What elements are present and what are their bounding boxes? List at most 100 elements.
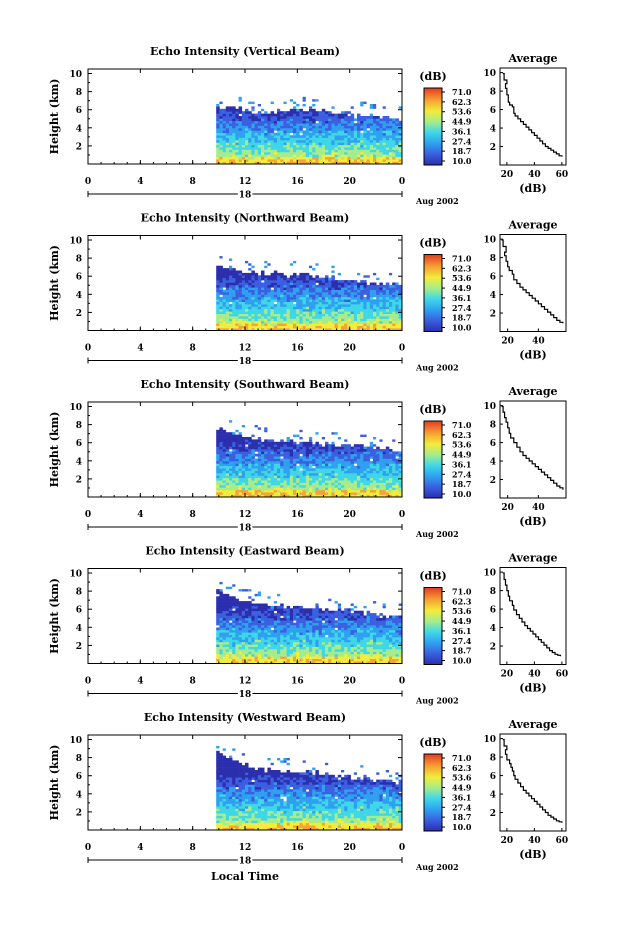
echo-cell xyxy=(334,147,339,150)
echo-cell xyxy=(382,154,387,158)
echo-cell xyxy=(331,477,335,481)
echo-cell xyxy=(315,456,319,459)
echo-cell xyxy=(347,132,351,136)
echo-cell xyxy=(229,156,233,160)
echo-cell xyxy=(241,649,246,652)
echo-cell xyxy=(264,608,268,611)
echo-cell xyxy=(257,313,262,317)
echo-cell xyxy=(321,451,326,455)
echo-cell xyxy=(280,477,284,481)
echo-cell xyxy=(270,617,275,621)
echo-cell xyxy=(312,444,316,447)
echo-cell xyxy=(360,156,364,160)
echo-cell xyxy=(264,265,268,269)
echo-cell xyxy=(382,458,387,462)
echo-cell xyxy=(325,465,329,469)
echo-cell xyxy=(273,294,278,298)
echo-cell xyxy=(261,156,265,160)
echo-cell xyxy=(235,135,239,138)
echo-cell xyxy=(382,106,386,109)
echo-cell xyxy=(293,637,297,640)
echo-cell xyxy=(392,299,396,302)
echo-cell xyxy=(331,156,335,160)
echo-cell xyxy=(225,596,230,599)
echo-cell xyxy=(293,156,297,160)
echo-cell xyxy=(341,449,345,452)
echo-cell xyxy=(366,468,371,471)
echo-cell xyxy=(302,485,307,488)
echo-cell xyxy=(251,147,255,150)
echo-cell xyxy=(334,299,339,302)
echo-cell xyxy=(299,277,303,281)
echo-cell xyxy=(389,463,393,467)
echo-cell xyxy=(325,494,329,498)
echo-cell xyxy=(241,320,246,324)
echo-cell xyxy=(382,284,387,288)
echo-cell xyxy=(373,140,377,143)
echo-cell xyxy=(373,487,377,491)
echo-cell xyxy=(232,658,236,662)
echo-cell xyxy=(305,458,310,462)
avg-y-tick-label: 6 xyxy=(490,273,496,283)
echo-cell xyxy=(341,159,345,162)
echo-cell xyxy=(235,629,239,633)
echo-cell xyxy=(331,311,335,314)
echo-cell xyxy=(325,313,329,317)
echo-cell xyxy=(305,313,310,317)
echo-cell xyxy=(264,656,268,659)
echo-cell xyxy=(273,113,278,117)
echo-cell xyxy=(385,456,390,459)
echo-cell xyxy=(293,487,297,491)
echo-cell xyxy=(392,144,396,148)
echo-cell xyxy=(350,144,355,148)
echo-cell xyxy=(277,641,281,645)
echo-cell xyxy=(289,282,294,286)
echo-cell xyxy=(257,130,262,134)
echo-cell xyxy=(341,323,345,326)
echo-cell xyxy=(235,156,239,160)
echo-cell xyxy=(245,482,249,486)
echo-cell xyxy=(389,292,393,295)
echo-cell xyxy=(219,280,223,283)
echo-cell xyxy=(357,152,361,155)
echo-cell xyxy=(398,325,403,329)
echo-cell xyxy=(357,453,361,457)
echo-cell xyxy=(293,651,297,655)
echo-cell xyxy=(331,161,335,165)
echo-cell xyxy=(347,294,351,298)
echo-cell xyxy=(229,603,233,607)
echo-cell xyxy=(328,304,332,307)
echo-cell xyxy=(222,144,227,148)
echo-cell xyxy=(245,287,249,290)
echo-cell xyxy=(248,613,252,616)
echo-cell xyxy=(273,449,278,452)
echo-cell xyxy=(235,313,239,317)
echo-cell xyxy=(216,270,220,274)
echo-cell xyxy=(299,280,303,283)
echo-cell xyxy=(264,494,268,498)
echo-cell xyxy=(369,320,374,324)
echo-cell xyxy=(305,111,310,114)
echo-cell xyxy=(277,125,281,129)
echo-cell xyxy=(286,296,291,300)
echo-cell xyxy=(296,135,300,138)
echo-cell xyxy=(299,128,303,131)
echo-cell xyxy=(389,475,393,479)
echo-cell xyxy=(360,299,364,302)
echo-cell xyxy=(376,301,380,305)
echo-cell xyxy=(251,318,255,322)
echo-cell xyxy=(280,649,284,652)
echo-cell xyxy=(280,629,284,633)
echo-cell xyxy=(312,147,316,150)
echo-cell xyxy=(257,661,262,664)
echo-cell xyxy=(376,468,380,471)
echo-cell xyxy=(373,461,377,464)
echo-cell xyxy=(325,470,329,474)
echo-cell xyxy=(389,477,393,481)
echo-cell xyxy=(222,601,227,604)
echo-cell xyxy=(389,485,393,488)
echo-cell xyxy=(376,135,380,138)
echo-cell xyxy=(241,437,246,440)
echo-cell xyxy=(267,613,271,616)
echo-cell xyxy=(347,328,351,331)
